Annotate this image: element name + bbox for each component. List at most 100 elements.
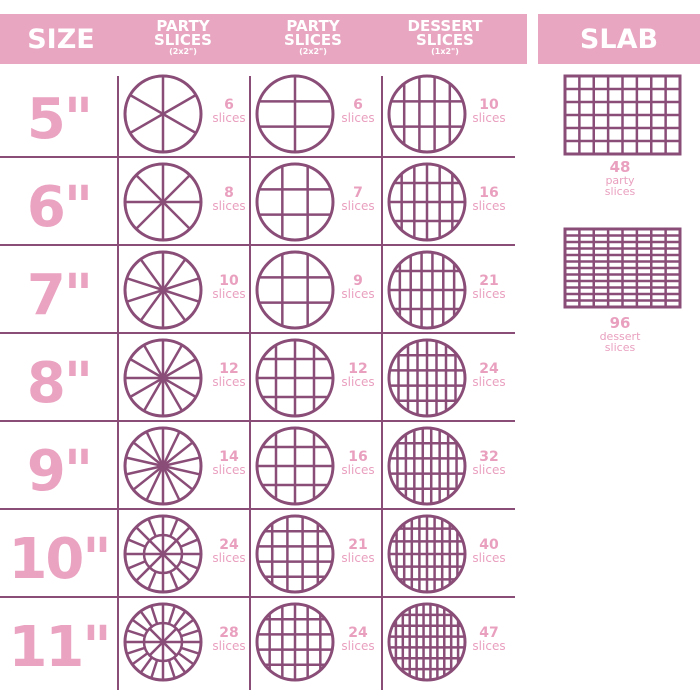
party-round-count: 10 slices: [204, 274, 254, 300]
slice-cut: [142, 377, 165, 412]
slice-cut: [135, 174, 164, 203]
slice-cut: [135, 201, 164, 230]
dessert-count: 32 slices: [464, 450, 514, 476]
slice-cut: [161, 258, 187, 291]
slice-cut: [147, 571, 157, 590]
slab-dessert-diagram: [563, 227, 682, 309]
cake-circle: [387, 338, 467, 418]
party-round-count: 6 slices: [204, 98, 254, 124]
slice-cut: [127, 538, 146, 548]
slice-cut: [162, 464, 201, 476]
slice-cut: [180, 646, 200, 655]
slice-cut: [132, 465, 164, 491]
party-round-count: 12 slices: [204, 362, 254, 388]
cake-circle: [387, 162, 467, 242]
count-unit: slices: [472, 463, 506, 477]
count-value: 40: [479, 537, 499, 553]
cake-circle: [255, 250, 335, 330]
header-col1: PARTY SLICES (2x2"): [128, 17, 238, 57]
size-label: 10": [8, 527, 111, 592]
count-unit: slices: [341, 639, 375, 653]
count-value: 16: [348, 449, 368, 465]
party-round-diagram: [123, 514, 203, 594]
slice-cut: [126, 277, 164, 292]
slice-cut: [139, 656, 153, 674]
slice-cut: [162, 201, 191, 230]
slice-cut: [161, 377, 184, 412]
slab-dessert-count: 96: [609, 314, 631, 332]
header-col1-title1: PARTY: [156, 17, 210, 35]
cake-circle: [255, 426, 335, 506]
slice-cut: [142, 344, 165, 379]
dessert-count: 21 slices: [464, 274, 514, 300]
count-unit: slices: [472, 199, 506, 213]
count-value: 8: [224, 185, 234, 201]
count-unit: slices: [212, 287, 246, 301]
count-value: 28: [219, 625, 239, 641]
slice-cut: [148, 553, 164, 569]
cake-circle: [387, 250, 467, 330]
slice-cut: [173, 610, 187, 628]
header-col2-title2: SLICES: [283, 31, 342, 49]
cake-circle: [255, 162, 335, 242]
party-round-diagram: [123, 162, 203, 242]
header-col1-title2: SLICES: [153, 31, 212, 49]
slice-cut: [135, 526, 151, 542]
slice-cut: [162, 277, 200, 292]
count-value: 6: [353, 97, 363, 113]
slice-cut: [145, 465, 165, 501]
slice-cut: [162, 357, 197, 380]
count-value: 16: [479, 185, 499, 201]
slice-cut: [150, 659, 159, 679]
slice-cut: [162, 288, 200, 303]
cake-circle: [255, 514, 335, 594]
party-round-count: 14 slices: [204, 450, 254, 476]
slice-cut: [162, 112, 197, 135]
count-unit: slices: [341, 111, 375, 125]
slice-cut: [126, 646, 146, 655]
count-value: 21: [479, 273, 499, 289]
slice-cut: [167, 605, 176, 625]
header-col3-title1: DESSERT: [407, 17, 483, 35]
slice-cut: [161, 289, 187, 322]
party-grid-diagram: [257, 164, 333, 240]
slab-party-count: 48: [609, 158, 631, 176]
count-value: 10: [479, 97, 499, 113]
slice-cut: [127, 560, 146, 570]
cake-circle: [387, 74, 467, 154]
slice-cut: [162, 376, 197, 399]
party-grid-count: 16 slices: [333, 450, 383, 476]
count-value: 9: [353, 273, 363, 289]
dessert-count: 16 slices: [464, 186, 514, 212]
slab-party-diagram: [563, 74, 682, 156]
slice-cut: [180, 560, 199, 570]
count-value: 10: [219, 273, 239, 289]
header-col3-sub: (1x2"): [431, 47, 459, 56]
dessert-grid-diagram: [389, 76, 465, 152]
slice-cut: [177, 652, 195, 666]
dessert-grid-diagram: [389, 164, 465, 240]
count-unit: slices: [472, 639, 506, 653]
slice-cut: [161, 431, 181, 467]
party-grid-count: 7 slices: [333, 186, 383, 212]
slice-cut: [125, 464, 164, 476]
slice-cut: [135, 566, 151, 582]
slice-cut: [162, 93, 197, 116]
count-value: 7: [353, 185, 363, 201]
count-value: 24: [219, 537, 239, 553]
count-unit: slices: [212, 199, 246, 213]
count-unit: slices: [341, 287, 375, 301]
dessert-count: 24 slices: [464, 362, 514, 388]
header-col1-sub: (2x2"): [169, 47, 197, 56]
slice-cut: [162, 465, 194, 491]
slice-cut: [162, 441, 194, 467]
slice-cut: [148, 627, 164, 643]
count-value: 6: [224, 97, 234, 113]
count-value: 12: [348, 361, 368, 377]
count-unit: slices: [341, 463, 375, 477]
slice-cut: [150, 605, 159, 625]
size-label: 7": [26, 263, 93, 328]
party-round-count: 8 slices: [204, 186, 254, 212]
slice-cut: [175, 566, 191, 582]
